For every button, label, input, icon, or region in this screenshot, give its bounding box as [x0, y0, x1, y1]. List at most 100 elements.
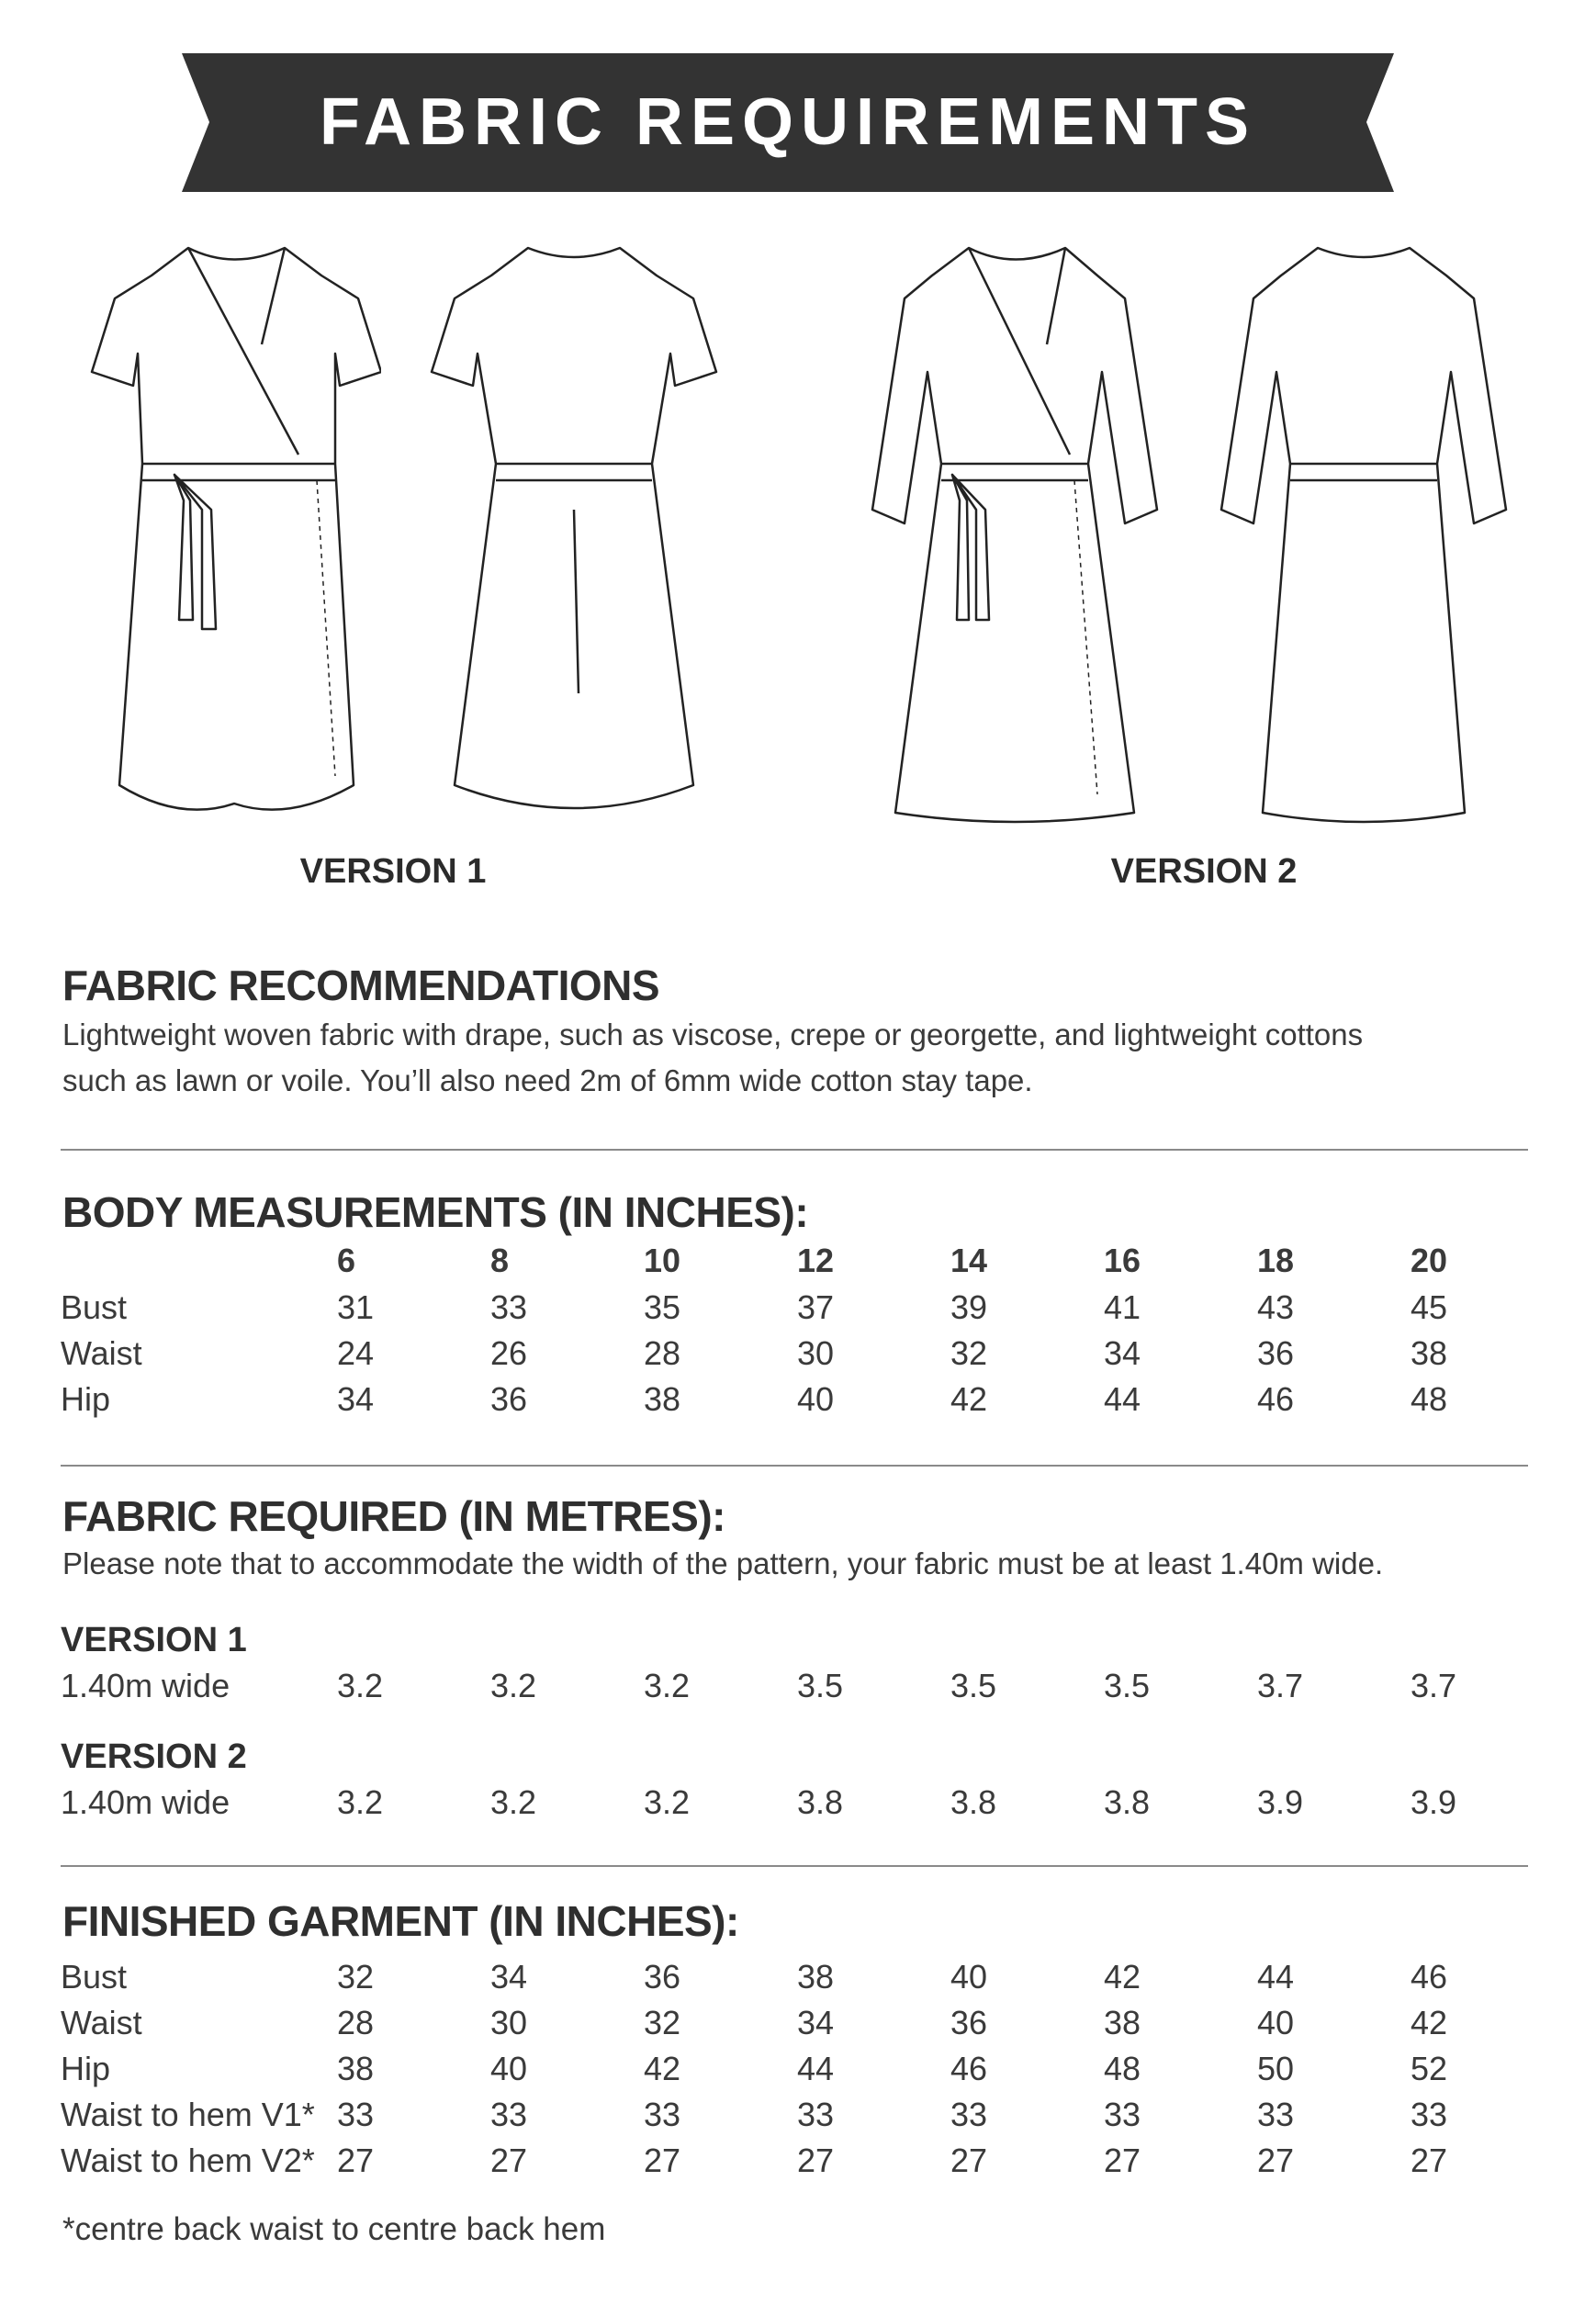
fabric-required-heading: FABRIC REQUIRED (IN METRES): [62, 1492, 726, 1540]
cell: 30 [490, 2004, 528, 2041]
cell: 40 [1257, 2004, 1295, 2041]
cell: 18 [1257, 1242, 1295, 1279]
dress-v2-back-illustration [1219, 246, 1508, 824]
cell: 42 [950, 1380, 988, 1418]
cell: 27 [950, 2142, 988, 2179]
row-label: Bust [61, 1288, 128, 1326]
finished-garment-heading: FINISHED GARMENT (IN INCHES): [62, 1897, 739, 1945]
cell: 16 [1104, 1242, 1141, 1279]
row-label: Waist to hem V2* [61, 2142, 315, 2179]
cell: 36 [490, 1380, 528, 1418]
cell: 27 [337, 2142, 375, 2179]
cell: 38 [1104, 2004, 1141, 2041]
cell: 32 [337, 1958, 375, 1996]
cell: 44 [797, 2050, 835, 2087]
cell: 40 [950, 1958, 988, 1996]
cell: 20 [1411, 1242, 1448, 1279]
cell: 3.2 [490, 1667, 537, 1704]
cell: 27 [644, 2142, 681, 2179]
table-row: Hip 34 36 38 40 42 44 46 48 [0, 1380, 1596, 1426]
cell: 48 [1411, 1380, 1448, 1418]
dress-v2-front-illustration [871, 246, 1159, 824]
table-row: Bust 32 34 36 38 40 42 44 46 [0, 1958, 1596, 2004]
cell: 28 [644, 1334, 681, 1372]
cell: 33 [1104, 2096, 1141, 2133]
cell: 26 [490, 1334, 528, 1372]
cell: 35 [644, 1288, 681, 1326]
cell: 38 [337, 2050, 375, 2087]
recommendations-text-line1: Lightweight woven fabric with drape, suc… [62, 1017, 1364, 1051]
cell: 33 [1257, 2096, 1295, 2133]
cell: 33 [797, 2096, 835, 2133]
cell: 50 [1257, 2050, 1295, 2087]
cell: 6 [337, 1242, 356, 1279]
cell: 10 [644, 1242, 681, 1279]
divider [61, 1465, 1528, 1467]
row-label: Waist to hem V1* [61, 2096, 315, 2133]
table-row: 6 8 10 12 14 16 18 20 [0, 1242, 1596, 1287]
cell: 46 [950, 2050, 988, 2087]
page-title: FABRIC REQUIREMENTS [319, 85, 1257, 159]
cell: 39 [950, 1288, 988, 1326]
version-2-label: VERSION 2 [1110, 852, 1298, 891]
cell: 31 [337, 1288, 375, 1326]
cell: 3.9 [1411, 1783, 1457, 1821]
cell: 3.8 [1104, 1783, 1151, 1821]
cell: 33 [490, 2096, 528, 2133]
dress-v1-front-illustration [90, 246, 381, 811]
cell: 30 [797, 1334, 835, 1372]
cell: 24 [337, 1334, 375, 1372]
cell: 3.9 [1257, 1783, 1304, 1821]
cell: 46 [1411, 1958, 1448, 1996]
footnote: *centre back waist to centre back hem [62, 2211, 606, 2247]
row-label: 1.40m wide [61, 1667, 230, 1704]
table-row: Waist 24 26 28 30 32 34 36 38 [0, 1334, 1596, 1380]
cell: 42 [1104, 1958, 1141, 1996]
cell: 3.5 [950, 1667, 997, 1704]
cell: 3.2 [337, 1783, 384, 1821]
table-row: Waist to hem V1* 33 33 33 33 33 33 33 33 [0, 2096, 1596, 2142]
cell: 44 [1104, 1380, 1141, 1418]
cell: 40 [797, 1380, 835, 1418]
cell: 46 [1257, 1380, 1295, 1418]
recommendations-text-line2: such as lawn or voile. You’ll also need … [62, 1063, 1033, 1097]
cell: 27 [1104, 2142, 1141, 2179]
cell: 3.2 [490, 1783, 537, 1821]
cell: 3.2 [644, 1667, 691, 1704]
row-label: Bust [61, 1958, 128, 1996]
cell: 42 [644, 2050, 681, 2087]
fabric-recommendations-heading: FABRIC RECOMMENDATIONS [62, 961, 660, 1009]
cell: 3.7 [1411, 1667, 1457, 1704]
cell: 34 [1104, 1334, 1141, 1372]
cell: 34 [797, 2004, 835, 2041]
version-1-label: VERSION 1 [299, 852, 487, 891]
cell: 3.5 [797, 1667, 844, 1704]
cell: 27 [1257, 2142, 1295, 2179]
cell: 8 [490, 1242, 510, 1279]
fabric-width-note: Please note that to accommodate the widt… [62, 1546, 1384, 1580]
cell: 3.7 [1257, 1667, 1304, 1704]
cell: 38 [644, 1380, 681, 1418]
table-row: 1.40m wide 3.2 3.2 3.2 3.5 3.5 3.5 3.7 3.7 [0, 1667, 1596, 1713]
cell: 41 [1104, 1288, 1141, 1326]
row-label: Waist [61, 2004, 142, 2041]
cell: 52 [1411, 2050, 1448, 2087]
dress-v1-back-illustration [430, 246, 718, 810]
table-row: 1.40m wide 3.2 3.2 3.2 3.8 3.8 3.8 3.9 3.9 [0, 1783, 1596, 1829]
cell: 27 [490, 2142, 528, 2179]
cell: 33 [1411, 2096, 1448, 2133]
cell: 43 [1257, 1288, 1295, 1326]
divider [61, 1865, 1528, 1867]
cell: 45 [1411, 1288, 1448, 1326]
cell: 33 [644, 2096, 681, 2133]
cell: 3.8 [797, 1783, 844, 1821]
table-row: Hip 38 40 42 44 46 48 50 52 [0, 2050, 1596, 2096]
cell: 37 [797, 1288, 835, 1326]
row-label: Hip [61, 1380, 111, 1418]
cell: 34 [490, 1958, 528, 1996]
cell: 33 [337, 2096, 375, 2133]
version-subheading: VERSION 1 [61, 1621, 247, 1659]
cell: 12 [797, 1242, 835, 1279]
cell: 38 [1411, 1334, 1448, 1372]
